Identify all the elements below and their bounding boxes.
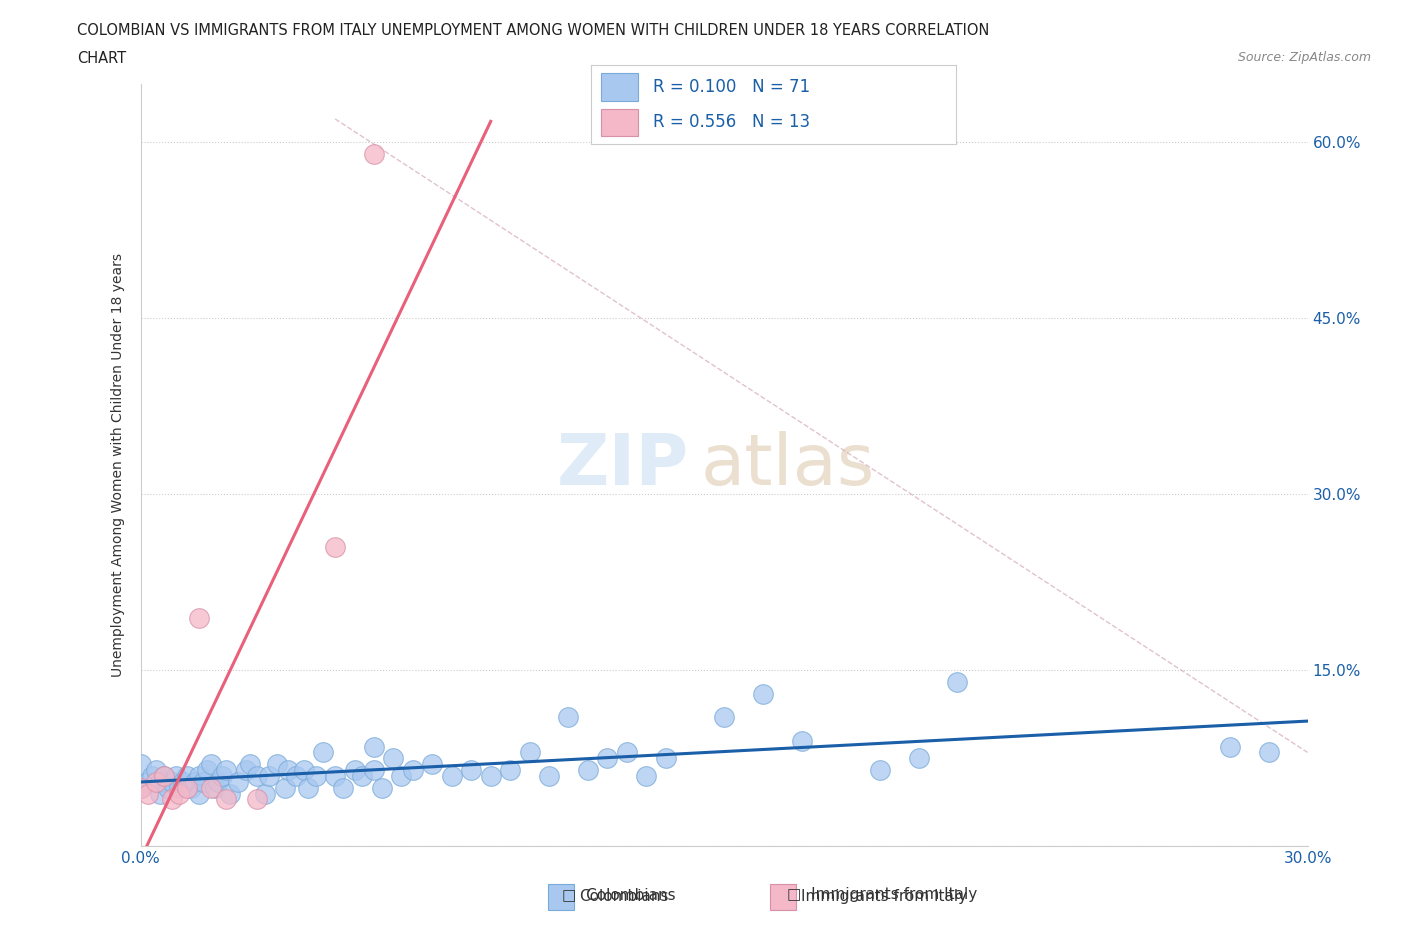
Point xyxy=(946,674,969,689)
Point xyxy=(129,780,152,795)
Text: Colombians: Colombians xyxy=(579,889,669,904)
Point xyxy=(422,757,444,772)
Point xyxy=(184,775,207,790)
Point xyxy=(165,768,187,783)
Point xyxy=(312,745,335,760)
Point xyxy=(211,768,233,783)
Point xyxy=(188,768,211,783)
Point xyxy=(363,739,385,754)
Point xyxy=(273,780,295,795)
Point xyxy=(219,786,242,801)
Point xyxy=(382,751,405,765)
Point xyxy=(207,775,229,790)
Point xyxy=(616,745,638,760)
Point xyxy=(138,786,160,801)
Point xyxy=(180,780,202,795)
Point xyxy=(172,775,194,790)
Point xyxy=(519,745,541,760)
Point xyxy=(188,610,211,625)
Bar xyxy=(602,109,638,137)
Point xyxy=(153,768,176,783)
Point xyxy=(389,768,412,783)
Point xyxy=(176,780,198,795)
Point xyxy=(907,751,929,765)
Point xyxy=(332,780,354,795)
Point xyxy=(790,733,813,748)
Y-axis label: Unemployment Among Women with Children Under 18 years: Unemployment Among Women with Children U… xyxy=(111,253,125,677)
Text: □  Colombians: □ Colombians xyxy=(562,887,676,902)
Point xyxy=(200,757,222,772)
Point xyxy=(479,768,502,783)
Point xyxy=(538,768,561,783)
Point xyxy=(713,710,735,724)
Point xyxy=(869,763,891,777)
Point xyxy=(343,763,366,777)
Point xyxy=(195,763,218,777)
Point xyxy=(204,780,226,795)
Point xyxy=(215,792,238,807)
Point xyxy=(215,763,238,777)
Text: □  Immigrants from Italy: □ Immigrants from Italy xyxy=(787,887,977,902)
Point xyxy=(297,780,319,795)
Point xyxy=(596,751,619,765)
Point xyxy=(1219,739,1241,754)
Point xyxy=(160,792,183,807)
Point xyxy=(226,775,249,790)
Text: R = 0.100   N = 71: R = 0.100 N = 71 xyxy=(652,78,810,96)
Point xyxy=(499,763,522,777)
Point xyxy=(305,768,328,783)
Point xyxy=(188,786,211,801)
Point xyxy=(138,775,160,790)
Text: ZIP: ZIP xyxy=(557,431,689,499)
Point xyxy=(129,757,152,772)
Bar xyxy=(602,73,638,100)
Point xyxy=(752,686,775,701)
Text: Immigrants from Italy: Immigrants from Italy xyxy=(801,889,967,904)
Point xyxy=(145,763,167,777)
Point xyxy=(149,786,172,801)
Point xyxy=(292,763,315,777)
Point xyxy=(266,757,288,772)
Point xyxy=(285,768,308,783)
Point xyxy=(1257,745,1279,760)
Point xyxy=(176,768,198,783)
Point xyxy=(323,768,346,783)
Point xyxy=(169,780,191,795)
Point xyxy=(191,775,214,790)
Text: Source: ZipAtlas.com: Source: ZipAtlas.com xyxy=(1237,51,1371,64)
Point xyxy=(141,768,163,783)
Point xyxy=(352,768,374,783)
Point xyxy=(655,751,678,765)
Point xyxy=(246,768,269,783)
Point xyxy=(363,763,385,777)
Text: COLOMBIAN VS IMMIGRANTS FROM ITALY UNEMPLOYMENT AMONG WOMEN WITH CHILDREN UNDER : COLOMBIAN VS IMMIGRANTS FROM ITALY UNEMP… xyxy=(77,23,990,38)
Point xyxy=(257,768,280,783)
Point xyxy=(440,768,463,783)
Point xyxy=(460,763,482,777)
Point xyxy=(200,780,222,795)
Point xyxy=(402,763,425,777)
Point xyxy=(156,780,179,795)
Point xyxy=(238,757,260,772)
Point xyxy=(235,763,257,777)
Point xyxy=(160,775,183,790)
Point xyxy=(636,768,658,783)
Point xyxy=(153,768,176,783)
Point xyxy=(277,763,299,777)
Point xyxy=(254,786,277,801)
Text: R = 0.556   N = 13: R = 0.556 N = 13 xyxy=(652,113,810,131)
Point xyxy=(371,780,394,795)
Point xyxy=(149,775,172,790)
Point xyxy=(246,792,269,807)
Point xyxy=(557,710,579,724)
Point xyxy=(129,780,152,795)
Text: CHART: CHART xyxy=(77,51,127,66)
Point xyxy=(169,786,191,801)
Point xyxy=(145,775,167,790)
Text: atlas: atlas xyxy=(700,431,875,499)
Point xyxy=(323,539,346,554)
Point xyxy=(576,763,599,777)
Point xyxy=(363,147,385,162)
